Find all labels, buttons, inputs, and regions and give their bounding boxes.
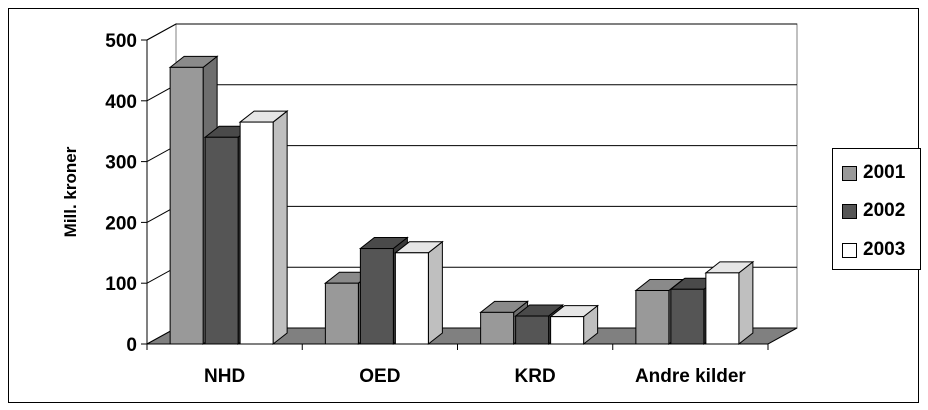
bar-2002-krd bbox=[515, 315, 550, 345]
y-axis-title: Mill. kroner bbox=[61, 146, 80, 237]
bar-2001-krd bbox=[480, 311, 515, 345]
bar-2001-nhd bbox=[169, 66, 204, 345]
legend-swatch-2002 bbox=[842, 203, 857, 219]
bar-side bbox=[272, 110, 288, 346]
bar-2003-andre-kilder bbox=[705, 272, 740, 345]
legend-swatch-2003 bbox=[842, 242, 857, 258]
legend-item-2002: 2002 bbox=[842, 200, 905, 222]
x-category-label: OED bbox=[359, 366, 400, 387]
legend-label-2002: 2002 bbox=[863, 200, 906, 221]
x-category-label: Andre kilder bbox=[635, 366, 746, 387]
legend-label-2003: 2003 bbox=[863, 239, 906, 260]
bar-2001-oed bbox=[324, 282, 359, 345]
legend-item-2003: 2003 bbox=[842, 239, 905, 261]
bar-2002-oed bbox=[359, 248, 394, 345]
legend: 2001 2002 2003 bbox=[832, 148, 921, 270]
legend-item-2001: 2001 bbox=[842, 162, 905, 184]
y-tick-label: 0 bbox=[126, 335, 137, 356]
bar-2003-oed bbox=[394, 252, 429, 345]
bar-2003-nhd bbox=[239, 121, 274, 345]
y-tick-label: 300 bbox=[105, 153, 137, 174]
bar-2002-andre-kilder bbox=[670, 288, 705, 345]
x-category-label: NHD bbox=[204, 366, 245, 387]
bar-2001-andre-kilder bbox=[635, 289, 670, 345]
y-tick-label: 500 bbox=[105, 31, 137, 52]
bar-side bbox=[427, 240, 443, 346]
y-tick-label: 200 bbox=[105, 213, 137, 234]
legend-swatch-2001 bbox=[842, 165, 857, 181]
bar-side bbox=[738, 260, 754, 346]
y-tick-label: 400 bbox=[105, 92, 137, 113]
x-category-label: KRD bbox=[515, 366, 556, 387]
y-tick-label: 100 bbox=[105, 274, 137, 295]
bar-2002-nhd bbox=[204, 136, 239, 345]
gridline bbox=[146, 23, 797, 41]
bar-2003-krd bbox=[550, 316, 585, 345]
legend-label-2001: 2001 bbox=[863, 162, 906, 183]
